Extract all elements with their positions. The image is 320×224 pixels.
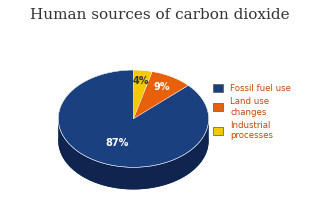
Polygon shape bbox=[206, 129, 207, 154]
Polygon shape bbox=[192, 88, 195, 113]
Polygon shape bbox=[191, 147, 194, 172]
Polygon shape bbox=[59, 126, 60, 152]
Polygon shape bbox=[206, 106, 207, 131]
Polygon shape bbox=[207, 126, 208, 151]
Polygon shape bbox=[116, 166, 121, 189]
Polygon shape bbox=[73, 148, 76, 172]
Polygon shape bbox=[80, 153, 84, 177]
Polygon shape bbox=[176, 157, 180, 181]
Polygon shape bbox=[157, 164, 162, 187]
Polygon shape bbox=[62, 100, 64, 125]
Polygon shape bbox=[75, 86, 78, 110]
Polygon shape bbox=[59, 110, 60, 135]
Polygon shape bbox=[92, 159, 97, 183]
Polygon shape bbox=[131, 167, 137, 190]
Polygon shape bbox=[204, 102, 206, 128]
Polygon shape bbox=[123, 70, 128, 93]
Polygon shape bbox=[70, 145, 73, 170]
Polygon shape bbox=[61, 133, 63, 158]
Polygon shape bbox=[203, 99, 204, 125]
Polygon shape bbox=[101, 163, 106, 186]
Polygon shape bbox=[202, 136, 204, 161]
Polygon shape bbox=[99, 74, 103, 98]
Polygon shape bbox=[60, 106, 61, 132]
Polygon shape bbox=[68, 142, 70, 167]
Polygon shape bbox=[108, 72, 113, 95]
Text: 9%: 9% bbox=[154, 82, 171, 92]
Polygon shape bbox=[97, 161, 101, 185]
Polygon shape bbox=[188, 150, 191, 174]
Polygon shape bbox=[113, 71, 118, 94]
Polygon shape bbox=[200, 139, 202, 164]
Polygon shape bbox=[69, 91, 71, 116]
Polygon shape bbox=[84, 155, 88, 179]
Text: 4%: 4% bbox=[132, 76, 149, 86]
Ellipse shape bbox=[58, 92, 209, 190]
Legend: Fossil fuel use, Land use
changes, Industrial
processes: Fossil fuel use, Land use changes, Indus… bbox=[213, 84, 291, 140]
Polygon shape bbox=[147, 166, 152, 189]
Text: Human sources of carbon dioxide: Human sources of carbon dioxide bbox=[30, 8, 290, 22]
Polygon shape bbox=[197, 142, 200, 167]
Polygon shape bbox=[76, 151, 80, 175]
Polygon shape bbox=[137, 167, 142, 189]
Polygon shape bbox=[82, 81, 85, 106]
Polygon shape bbox=[142, 166, 147, 189]
Polygon shape bbox=[180, 155, 184, 179]
Polygon shape bbox=[208, 112, 209, 138]
Polygon shape bbox=[94, 75, 99, 99]
Polygon shape bbox=[58, 70, 209, 167]
Polygon shape bbox=[195, 90, 198, 115]
Polygon shape bbox=[184, 153, 188, 177]
Polygon shape bbox=[194, 144, 197, 169]
Polygon shape bbox=[85, 79, 90, 103]
Polygon shape bbox=[198, 93, 200, 118]
Polygon shape bbox=[106, 164, 111, 187]
Polygon shape bbox=[207, 109, 208, 134]
Polygon shape bbox=[171, 159, 176, 183]
Polygon shape bbox=[111, 165, 116, 188]
Text: 87%: 87% bbox=[105, 138, 129, 148]
Polygon shape bbox=[152, 165, 157, 188]
Polygon shape bbox=[66, 94, 69, 119]
Polygon shape bbox=[121, 167, 126, 189]
Polygon shape bbox=[118, 70, 123, 93]
Polygon shape bbox=[167, 161, 171, 184]
Polygon shape bbox=[61, 103, 62, 128]
Polygon shape bbox=[128, 70, 133, 92]
Polygon shape bbox=[71, 88, 75, 113]
Polygon shape bbox=[60, 130, 61, 155]
Polygon shape bbox=[90, 77, 94, 101]
Polygon shape bbox=[63, 136, 65, 161]
Polygon shape bbox=[162, 162, 167, 186]
Polygon shape bbox=[58, 113, 59, 138]
Polygon shape bbox=[126, 167, 131, 190]
Polygon shape bbox=[88, 157, 92, 181]
Polygon shape bbox=[133, 71, 188, 119]
Polygon shape bbox=[78, 83, 82, 108]
Polygon shape bbox=[188, 85, 192, 110]
Polygon shape bbox=[64, 97, 66, 122]
Polygon shape bbox=[65, 139, 68, 164]
Polygon shape bbox=[200, 96, 203, 121]
Polygon shape bbox=[204, 132, 206, 158]
Polygon shape bbox=[133, 70, 152, 119]
Polygon shape bbox=[103, 73, 108, 96]
